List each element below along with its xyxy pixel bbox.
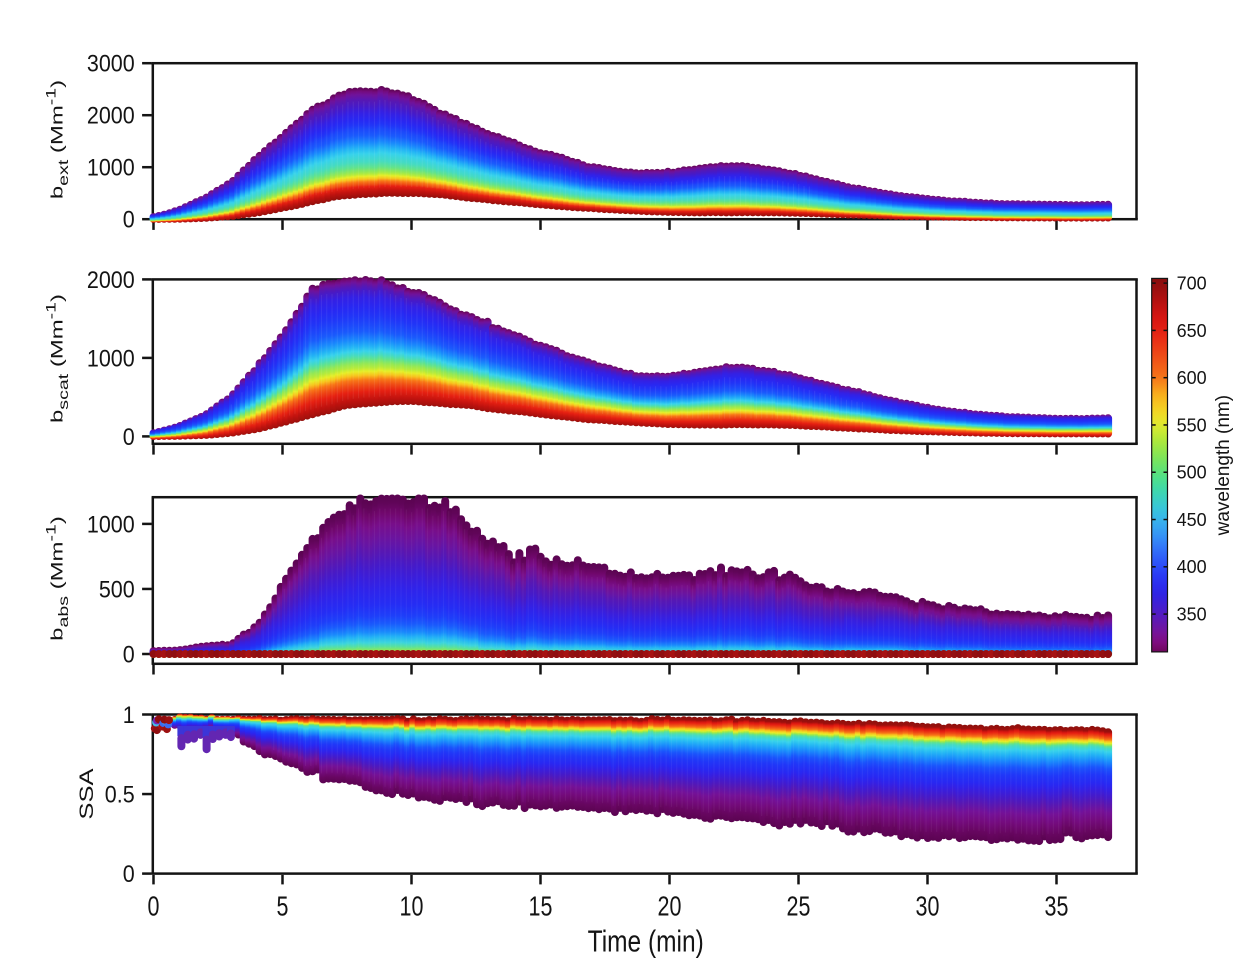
svg-text:bscat (Mm-1): bscat (Mm-1) [43,294,71,423]
svg-text:30: 30 [916,892,940,922]
svg-text:700: 700 [1177,274,1207,294]
svg-text:25: 25 [787,892,811,922]
svg-text:0: 0 [123,207,135,233]
svg-text:20: 20 [658,892,682,922]
svg-text:2000: 2000 [87,267,135,293]
svg-text:400: 400 [1177,557,1207,577]
svg-text:babs (Mm-1): babs (Mm-1) [43,516,71,641]
svg-text:1000: 1000 [87,345,135,371]
svg-text:2000: 2000 [87,103,135,129]
svg-text:450: 450 [1177,510,1207,530]
svg-text:SSA: SSA [76,768,97,819]
svg-text:0: 0 [123,424,135,450]
svg-text:600: 600 [1177,368,1207,388]
svg-text:550: 550 [1177,415,1207,435]
svg-text:1: 1 [123,702,135,728]
svg-text:3000: 3000 [87,51,135,77]
svg-text:bext (Mm-1): bext (Mm-1) [43,80,71,199]
svg-text:0: 0 [148,892,160,922]
svg-text:5: 5 [277,892,289,922]
svg-text:0.5: 0.5 [105,782,135,808]
svg-text:10: 10 [400,892,424,922]
svg-text:0: 0 [123,861,135,887]
svg-text:1000: 1000 [87,155,135,181]
svg-text:500: 500 [99,577,135,603]
svg-text:500: 500 [1177,463,1207,483]
svg-text:0: 0 [123,642,135,668]
svg-text:wavelength (nm): wavelength (nm) [1213,395,1234,536]
svg-text:1000: 1000 [87,511,135,537]
svg-text:Time (min): Time (min) [588,924,704,958]
svg-text:650: 650 [1177,321,1207,341]
svg-text:15: 15 [529,892,553,922]
svg-text:350: 350 [1177,605,1207,625]
svg-text:35: 35 [1045,892,1069,922]
